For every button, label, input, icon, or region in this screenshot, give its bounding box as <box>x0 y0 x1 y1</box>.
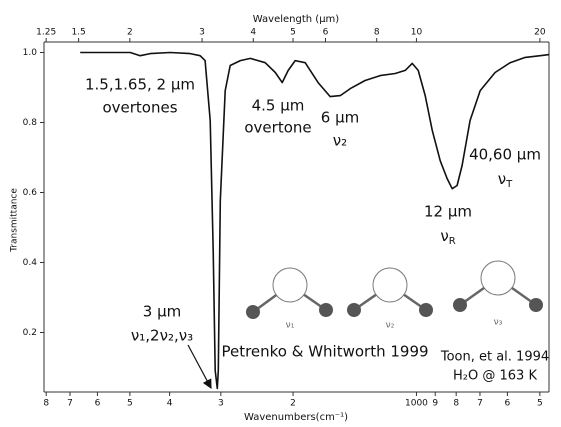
x-tick-label: 6 <box>505 399 511 409</box>
annotation: νR <box>440 227 455 248</box>
x-tick-label: 3 <box>218 399 224 409</box>
annotation: Toon, et al. 1994 <box>440 350 549 365</box>
x-tick-label: 1000 <box>405 399 428 409</box>
x-tick-label: 5 <box>537 399 543 409</box>
mode-label: ν₂ <box>386 321 395 331</box>
x-tick-label: 6 <box>95 399 101 409</box>
x2-axis-title: Wavelength (μm) <box>253 14 340 25</box>
x-tick-label: 8 <box>43 399 49 409</box>
annotation: 6 µm <box>321 109 359 127</box>
annotation: 40,60 µm <box>469 146 541 164</box>
spectrum-line <box>80 51 550 390</box>
x-tick-label: 8 <box>453 399 459 409</box>
y-tick-label: 0.8 <box>23 118 38 128</box>
x2-tick-label: 4 <box>250 28 256 38</box>
y-tick-label: 0.4 <box>23 258 38 268</box>
x2-tick-label: 8 <box>374 28 380 38</box>
x2-tick-label: 1.5 <box>71 28 85 38</box>
annotation: 4.5 µm <box>252 97 305 115</box>
x2-tick-label: 2 <box>127 28 133 38</box>
annotation: νT <box>498 170 513 191</box>
annotation: 1.5,1.65, 2 µm <box>85 76 195 94</box>
annotation: ν₁,2ν₂,ν₃ <box>131 327 193 345</box>
x-axis-title: Wavenumbers(cm⁻¹) <box>244 412 348 423</box>
x-tick-label: 9 <box>432 399 438 409</box>
molecules <box>246 260 543 319</box>
annotation: 12 µm <box>424 203 472 221</box>
y-tick-label: 0.6 <box>23 188 38 198</box>
x2-tick-label: 1.25 <box>36 28 56 38</box>
x2-tick-label: 6 <box>323 28 329 38</box>
x2-tick-label: 5 <box>290 28 296 38</box>
annotation: overtones <box>102 99 177 117</box>
x2-tick-label: 10 <box>411 28 423 38</box>
annotation: Petrenko & Whitworth 1999 <box>221 343 428 361</box>
mode-label: ν₁ <box>286 321 295 331</box>
arrow <box>187 344 212 390</box>
annotation: ν₂ <box>333 132 347 150</box>
y-axis-title: Transmittance <box>10 188 20 253</box>
x2-tick-label: 3 <box>199 28 205 38</box>
mode-label: ν₃ <box>494 318 503 328</box>
annotation: 3 µm <box>143 303 181 321</box>
x2-tick-label: 20 <box>534 28 546 38</box>
annotation: overtone <box>244 119 311 137</box>
annotation: H₂O @ 163 K <box>453 369 537 384</box>
x-tick-label: 2 <box>290 399 296 409</box>
x-tick-label: 7 <box>67 399 73 409</box>
x-tick-label: 5 <box>127 399 133 409</box>
x-tick-label: 7 <box>477 399 483 409</box>
y-tick-label: 0.2 <box>23 328 37 338</box>
x-tick-label: 4 <box>167 399 173 409</box>
y-tick-label: 1.0 <box>23 48 38 58</box>
